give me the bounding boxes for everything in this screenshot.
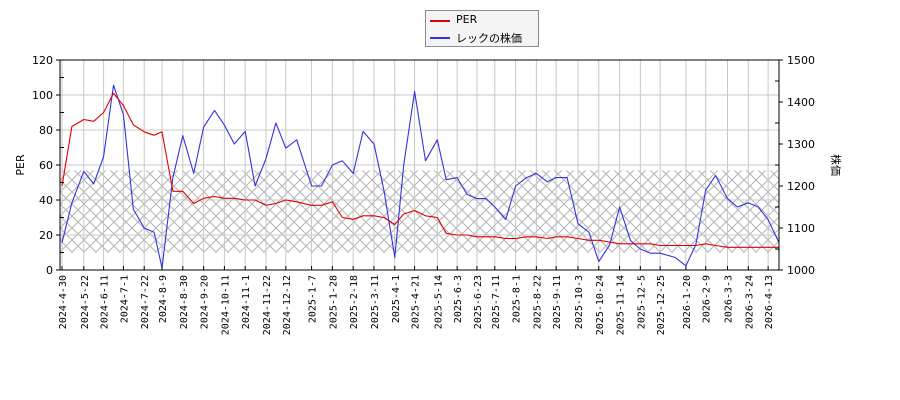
x-tick-label: 2025-12-25 [656, 275, 667, 335]
left-axis-title: PER [14, 154, 27, 176]
left-tick-label: 40 [39, 194, 53, 207]
right-tick-label: 1000 [787, 264, 815, 277]
right-axis-title: 株価 [829, 154, 843, 176]
x-tick-label: 2024-11-1 [241, 275, 252, 329]
x-tick-label: 2025-6-23 [473, 275, 484, 329]
x-tick-label: 2025-7-11 [491, 275, 502, 329]
x-tick-label: 2025-4-21 [411, 275, 422, 329]
legend-label-price: レックの株価 [456, 32, 522, 45]
x-tick-label: 2025-9-11 [552, 275, 563, 329]
right-tick-label: 1300 [787, 138, 815, 151]
x-tick-label: 2025-2-18 [349, 275, 360, 329]
x-tick-label: 2024-8-30 [179, 275, 190, 329]
x-tick-label: 2024-8-9 [158, 275, 169, 323]
x-tick-label: 2024-10-11 [220, 275, 231, 335]
axes: 0 20 40 60 80 100 120 1000 1100 1200 1300 1400 1500 2… [32, 54, 815, 335]
x-tick-label: 2025-5-14 [433, 275, 444, 329]
legend: PER レックの株価 [425, 10, 539, 47]
left-tick-label: 120 [32, 54, 53, 67]
x-tick-label: 2024-4-30 [58, 275, 69, 329]
x-tick-label: 2026-3-3 [724, 275, 735, 323]
series-line [61, 92, 779, 248]
x-tick-label: 2025-10-3 [574, 275, 585, 329]
x-tick-label: 2025-8-1 [512, 275, 523, 323]
right-tick-label: 1500 [787, 54, 815, 67]
x-tick-label: 2025-3-11 [370, 275, 381, 329]
x-tick-label: 2025-12-5 [636, 275, 647, 329]
left-tick-label: 0 [46, 264, 53, 277]
x-tick-label: 2024-9-20 [200, 275, 211, 329]
left-tick-label: 80 [39, 124, 53, 137]
x-tick-label: 2025-10-24 [595, 275, 606, 335]
x-tick-label: 2026-4-13 [764, 275, 775, 329]
x-tick-label: 2024-11-22 [262, 275, 273, 335]
x-tick-label: 2024-7-22 [140, 275, 151, 329]
legend-swatch-per [430, 20, 450, 22]
right-tick-label: 1400 [787, 96, 815, 109]
x-tick-label: 2025-11-14 [616, 275, 627, 335]
series-line [61, 84, 779, 269]
x-tick-label: 2024-6-11 [100, 275, 111, 329]
x-tick-label: 2024-12-12 [282, 275, 293, 335]
x-tick-label: 2025-1-28 [328, 275, 339, 329]
right-tick-label: 1100 [787, 222, 815, 235]
x-tick-label: 2026-2-9 [702, 275, 713, 323]
right-tick-label: 1200 [787, 180, 815, 193]
x-tick-label: 2025-6-3 [453, 275, 464, 323]
legend-label-per: PER [456, 13, 478, 26]
x-tick-label: 2026-3-24 [744, 275, 755, 329]
series-lines [61, 84, 779, 269]
grid-lines [60, 60, 779, 270]
left-tick-label: 20 [39, 229, 53, 242]
legend-swatch-price [430, 37, 450, 39]
left-tick-label: 100 [32, 89, 53, 102]
x-tick-label: 2024-5-22 [80, 275, 91, 329]
x-tick-label: 2025-1-7 [308, 275, 319, 323]
x-tick-label: 2025-8-22 [532, 275, 543, 329]
shaded-band [60, 170, 779, 253]
x-tick-label: 2025-4-1 [391, 275, 402, 323]
x-tick-label: 2026-1-20 [682, 275, 693, 329]
x-tick-label: 2024-7-1 [119, 275, 130, 323]
left-tick-label: 60 [39, 159, 53, 172]
